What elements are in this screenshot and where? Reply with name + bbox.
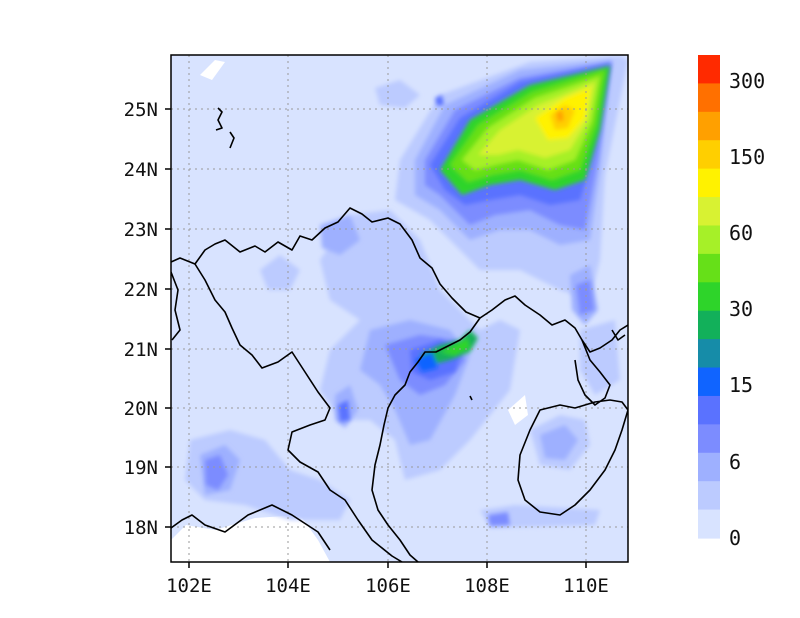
colorbar-swatch (698, 55, 720, 85)
colorbar-swatch (698, 310, 720, 340)
colorbar-swatch (698, 481, 720, 511)
x-tick-label: 108E (464, 575, 510, 597)
contour-green (415, 66, 610, 372)
y-tick-label: 25N (124, 99, 158, 121)
x-tick-label: 110E (563, 575, 609, 597)
colorbar-swatch (698, 509, 720, 539)
zero-patches (171, 60, 528, 562)
colorbar-swatch (698, 111, 720, 141)
x-tick-label: 104E (265, 575, 311, 597)
colorbar-swatch (698, 225, 720, 255)
map-plot-area (171, 55, 628, 562)
colorbar-swatch (698, 395, 720, 425)
y-axis-labels: 25N 24N 23N 22N 21N 20N 19N 18N (124, 99, 158, 539)
colorbar-tick-label: 6 (729, 450, 741, 474)
colorbar-tick-label: 15 (729, 373, 753, 397)
colorbar-tick-label: 30 (729, 297, 753, 321)
colorbar-swatch (698, 282, 720, 312)
x-axis-labels: 102E 104E 106E 108E 110E (166, 575, 609, 597)
y-tick-label: 23N (124, 219, 158, 241)
colorbar-swatch (698, 83, 720, 113)
y-tick-label: 20N (124, 398, 158, 420)
x-tick-label: 106E (365, 575, 411, 597)
y-tick-label: 21N (124, 339, 158, 361)
x-tick-label: 102E (166, 575, 212, 597)
colorbar-swatch (698, 168, 720, 198)
colorbar-tick-label: 60 (729, 221, 753, 245)
colorbar-tick-label: 150 (729, 145, 765, 169)
y-tick-label: 22N (124, 279, 158, 301)
colorbar-swatch (698, 339, 720, 369)
y-tick-label: 24N (124, 159, 158, 181)
gridlines (171, 55, 628, 562)
colorbar-tick-label: 300 (729, 69, 765, 93)
colorbar-swatch (698, 197, 720, 227)
coastlines-borders (171, 107, 628, 562)
colorbar-swatch (698, 140, 720, 170)
colorbar-swatch (698, 367, 720, 397)
axis-ticks (165, 108, 587, 568)
plot-frame (170, 54, 629, 563)
colorbar-swatch (698, 253, 720, 283)
y-tick-label: 19N (124, 457, 158, 479)
colorbar (698, 55, 720, 539)
colorbar-swatch (698, 452, 720, 482)
colorbar-tick-label: 0 (729, 526, 741, 550)
colorbar-swatch (698, 424, 720, 454)
y-tick-label: 18N (124, 517, 158, 539)
colorbar-labels: 300 150 60 30 15 6 0 (729, 69, 765, 550)
